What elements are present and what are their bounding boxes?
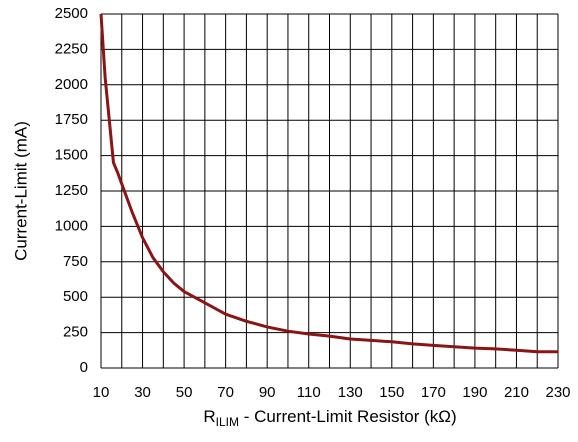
x-tick-label: 150 bbox=[379, 384, 404, 401]
x-tick-label: 110 bbox=[297, 384, 321, 401]
y-tick-label: 0 bbox=[80, 359, 88, 376]
x-tick-label: 230 bbox=[545, 384, 570, 401]
y-tick-label: 2250 bbox=[55, 40, 88, 57]
y-tick-label: 1500 bbox=[55, 147, 88, 164]
y-tick-label: 750 bbox=[63, 253, 88, 270]
x-axis-label: RILIM - Current-Limit Resistor (kΩ) bbox=[203, 407, 456, 429]
x-tick-label: 70 bbox=[217, 384, 234, 401]
x-tick-label: 30 bbox=[134, 384, 151, 401]
y-tick-label: 2500 bbox=[55, 5, 88, 22]
y-tick-label: 2000 bbox=[55, 76, 88, 93]
y-axis-label: Current-Limit (mA) bbox=[11, 121, 30, 261]
x-tick-label: 170 bbox=[421, 384, 446, 401]
x-axis-symbol: R bbox=[203, 407, 215, 426]
x-tick-label: 90 bbox=[259, 384, 276, 401]
y-tick-label: 250 bbox=[63, 324, 88, 341]
x-tick-label: 10 bbox=[93, 384, 110, 401]
x-tick-label: 190 bbox=[462, 384, 487, 401]
y-tick-label: 500 bbox=[63, 288, 88, 305]
x-axis-text: - Current-Limit Resistor (kΩ) bbox=[239, 407, 457, 426]
y-tick-label: 1250 bbox=[55, 182, 88, 199]
x-axis-subscript: ILIM bbox=[216, 415, 239, 429]
y-tick-label: 1000 bbox=[55, 217, 88, 234]
x-tick-label: 130 bbox=[338, 384, 363, 401]
y-tick-label: 1750 bbox=[55, 111, 88, 128]
x-tick-label: 50 bbox=[176, 384, 193, 401]
x-tick-label: 210 bbox=[504, 384, 529, 401]
data-line bbox=[99, 13, 558, 354]
